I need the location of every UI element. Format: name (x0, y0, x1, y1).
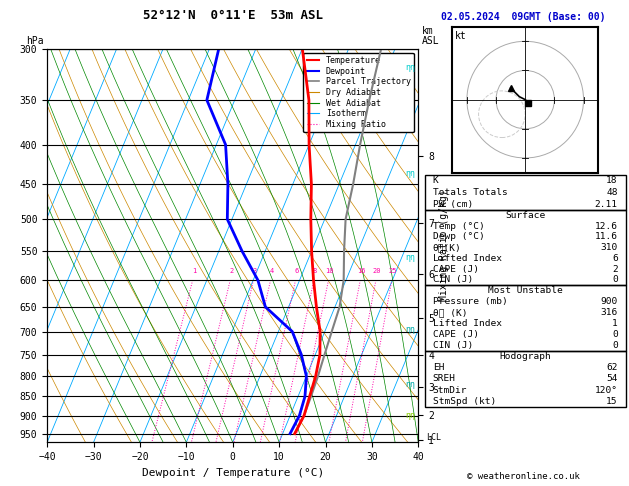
Text: 18: 18 (606, 176, 618, 185)
Text: 25: 25 (389, 268, 397, 275)
Text: 2: 2 (612, 265, 618, 274)
Text: kt: kt (455, 31, 467, 41)
Text: Dewp (°C): Dewp (°C) (433, 232, 484, 242)
Text: StmDir: StmDir (433, 385, 467, 395)
Text: 316: 316 (601, 308, 618, 317)
Text: 02.05.2024  09GMT (Base: 00): 02.05.2024 09GMT (Base: 00) (442, 12, 606, 22)
Text: ηη: ηη (405, 411, 415, 420)
X-axis label: Dewpoint / Temperature (°C): Dewpoint / Temperature (°C) (142, 468, 324, 478)
Text: CIN (J): CIN (J) (433, 276, 473, 284)
Text: EH: EH (433, 363, 444, 372)
Text: Temp (°C): Temp (°C) (433, 222, 484, 230)
Text: Totals Totals: Totals Totals (433, 188, 508, 197)
Text: Most Unstable: Most Unstable (488, 286, 562, 295)
Text: PW (cm): PW (cm) (433, 200, 473, 208)
Text: 48: 48 (606, 188, 618, 197)
Text: ηη: ηη (405, 169, 415, 178)
Text: hPa: hPa (26, 36, 44, 46)
Text: 1: 1 (612, 319, 618, 328)
Text: CAPE (J): CAPE (J) (433, 330, 479, 339)
Text: 11.6: 11.6 (595, 232, 618, 242)
Text: © weatheronline.co.uk: © weatheronline.co.uk (467, 472, 580, 481)
Text: 310: 310 (601, 243, 618, 252)
Text: Pressure (mb): Pressure (mb) (433, 297, 508, 306)
Text: Lifted Index: Lifted Index (433, 254, 501, 263)
Text: 900: 900 (601, 297, 618, 306)
Text: ηη: ηη (405, 63, 415, 71)
Text: ηη: ηη (405, 380, 415, 389)
Text: K: K (433, 176, 438, 185)
Text: 20: 20 (373, 268, 381, 275)
Text: θᴇ(K): θᴇ(K) (433, 243, 462, 252)
Text: 2: 2 (230, 268, 234, 275)
Text: Surface: Surface (505, 211, 545, 220)
Text: LCL: LCL (426, 433, 441, 442)
Text: km
ASL: km ASL (421, 26, 439, 46)
Text: ηη: ηη (405, 253, 415, 261)
Text: Lifted Index: Lifted Index (433, 319, 501, 328)
Text: 6: 6 (612, 254, 618, 263)
Text: 0: 0 (612, 341, 618, 350)
Text: SREH: SREH (433, 374, 455, 383)
Text: 3: 3 (253, 268, 257, 275)
Y-axis label: Mixing Ratio (g/kg): Mixing Ratio (g/kg) (440, 190, 450, 301)
Text: 52°12'N  0°11'E  53m ASL: 52°12'N 0°11'E 53m ASL (143, 9, 323, 22)
Text: 0: 0 (612, 276, 618, 284)
Text: 12.6: 12.6 (595, 222, 618, 230)
Text: 15: 15 (606, 397, 618, 406)
Text: 2.11: 2.11 (595, 200, 618, 208)
Text: 4: 4 (270, 268, 274, 275)
Text: ηη: ηη (405, 325, 415, 334)
Text: StmSpd (kt): StmSpd (kt) (433, 397, 496, 406)
Text: Hodograph: Hodograph (499, 352, 551, 361)
Text: θᴇ (K): θᴇ (K) (433, 308, 467, 317)
Text: CIN (J): CIN (J) (433, 341, 473, 350)
Text: 6: 6 (294, 268, 299, 275)
Legend: Temperature, Dewpoint, Parcel Trajectory, Dry Adiabat, Wet Adiabat, Isotherm, Mi: Temperature, Dewpoint, Parcel Trajectory… (303, 53, 414, 132)
Text: CAPE (J): CAPE (J) (433, 265, 479, 274)
Text: 62: 62 (606, 363, 618, 372)
Text: 1: 1 (192, 268, 196, 275)
Text: 120°: 120° (595, 385, 618, 395)
Text: 54: 54 (606, 374, 618, 383)
Text: 10: 10 (325, 268, 334, 275)
Text: 8: 8 (313, 268, 317, 275)
Text: 16: 16 (357, 268, 365, 275)
Text: 0: 0 (612, 330, 618, 339)
